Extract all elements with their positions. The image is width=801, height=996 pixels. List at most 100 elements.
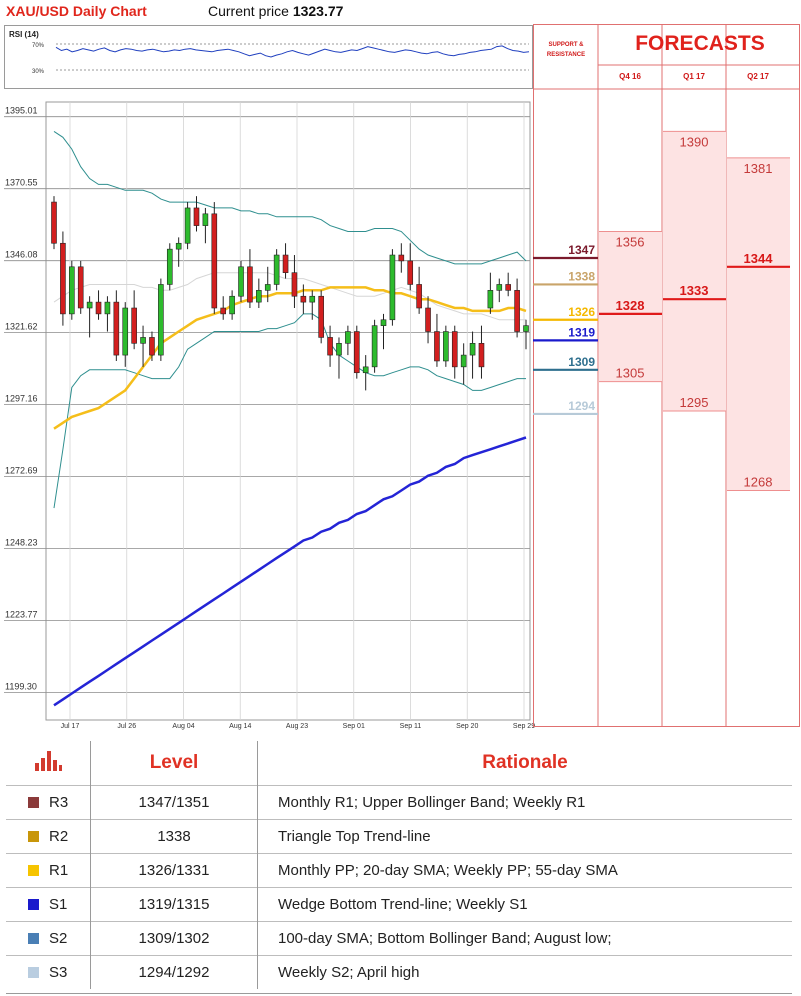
candle-body [60, 242, 66, 315]
level-label-cell: S3 [6, 955, 91, 989]
x-tick-label: Aug 14 [229, 723, 251, 730]
forecast-range-box [599, 231, 662, 382]
candle-body [149, 337, 155, 356]
candle-body [291, 272, 298, 297]
forecast-low-value: 1295 [680, 395, 709, 410]
current-price-value: 1323.77 [292, 3, 344, 19]
level-rationale: Weekly S2; April high [257, 955, 792, 989]
candle-body [77, 266, 84, 309]
candle-body [140, 337, 146, 344]
x-tick-label: Sep 29 [513, 723, 535, 730]
candle-body [184, 207, 191, 244]
level-label-cell: R1 [6, 853, 91, 888]
forecast-range-box [727, 157, 790, 491]
x-tick-label: Sep 20 [456, 723, 478, 730]
candle-body [95, 301, 102, 315]
level-label: R2 [49, 828, 69, 845]
sr-level-value: 1294 [568, 399, 595, 413]
forecast-frame [533, 24, 800, 727]
candle-body [451, 331, 458, 368]
level-value: 1326/1331 [90, 853, 258, 888]
candle-body [193, 207, 200, 226]
y-tick-label: 1321.62 [5, 322, 38, 332]
candle-body [523, 325, 529, 332]
candle-body [487, 290, 494, 309]
price-chart: 1395.01 1370.55 1346.08 1321.62 1297.16 1272.… [4, 101, 535, 730]
forecast-mid-value: 1328 [616, 298, 645, 313]
rsi-label: RSI (14) [9, 30, 39, 39]
candle-body [69, 266, 75, 315]
table-row: R3 1347/1351 Monthly R1; Upper Bollinger B… [6, 785, 792, 820]
table-row: S1 1319/1315 Wedge Bottom Trend-line; Week… [6, 887, 792, 922]
candle-body [371, 325, 378, 368]
level-value: 1338 [90, 819, 258, 854]
level-color-swatch [28, 865, 39, 876]
candle-body [238, 266, 244, 297]
candle-body [514, 290, 520, 332]
x-tick-label: Aug 04 [172, 723, 194, 730]
forecast-mid-value: 1344 [744, 251, 774, 266]
candle-body [336, 343, 342, 356]
bar-chart-icon [35, 751, 62, 771]
forecast-panel: 1347 1338 1326 1319 1309 1294 1356 1328 1305 1390… [533, 24, 800, 727]
candle-body [273, 254, 280, 285]
table-row: S2 1309/1302 100-day SMA; Bottom Bollinger… [6, 921, 792, 956]
candle-body [398, 254, 405, 262]
y-tick-label: 1395.01 [5, 106, 38, 116]
level-color-swatch [28, 899, 39, 910]
table-header-level: Level [90, 741, 258, 786]
plot-area [45, 101, 531, 721]
candle-body [327, 337, 333, 356]
x-tick-label: Jul 17 [61, 723, 80, 730]
y-tick-label: 1223.77 [5, 610, 38, 620]
candle-body [175, 242, 182, 250]
candle-body [469, 343, 476, 356]
level-label-cell: S1 [6, 887, 91, 922]
level-color-swatch [28, 933, 39, 944]
candle-body [362, 366, 369, 374]
level-label: R3 [49, 794, 69, 811]
table-row: R2 1338 Triangle Top Trend-line [6, 819, 792, 854]
sr-level-value: 1309 [568, 355, 595, 369]
sr-level-value: 1319 [568, 325, 595, 339]
candle-body [211, 213, 218, 309]
table-bottom-rule [6, 993, 792, 994]
support-resistance-header: SUPPORT & RESISTANCE [546, 42, 586, 58]
candle-body [247, 266, 253, 303]
candle-body [380, 319, 387, 326]
candle-body [131, 307, 137, 344]
level-rationale: Wedge Bottom Trend-line; Weekly S1 [257, 887, 792, 922]
levels-table: Level Rationale R3 1347/1351 Monthly R1; U… [6, 741, 792, 989]
candle-body [345, 331, 351, 344]
x-tick-label: Sep 01 [343, 723, 365, 730]
quarter-label-q2-17: Q2 17 [747, 72, 769, 81]
sma-55-line [53, 286, 527, 430]
level-label: S2 [49, 930, 68, 947]
rsi-line [55, 45, 530, 58]
chart-title: XAU/USD Daily Chart [6, 3, 147, 19]
candle-body [407, 260, 414, 285]
y-tick-label: 1346.08 [5, 250, 38, 260]
candle-body [505, 284, 511, 291]
sr-level-value: 1326 [568, 305, 595, 319]
table-row: S3 1294/1292 Weekly S2; April high [6, 955, 792, 989]
y-tick-label: 1297.16 [5, 394, 38, 404]
level-label-cell: S2 [6, 921, 91, 956]
candle-body [282, 254, 289, 273]
forecast-high-value: 1381 [744, 161, 773, 176]
sr-level-value: 1347 [568, 243, 595, 257]
table-header-row: Level Rationale [6, 741, 792, 786]
quarter-label-q4-16: Q4 16 [619, 72, 641, 81]
quarter-label-q1-17: Q1 17 [683, 72, 705, 81]
candle-body [318, 295, 324, 338]
level-rationale: Monthly PP; 20-day SMA; Weekly PP; 55-da… [257, 853, 792, 888]
candle-body [229, 295, 235, 315]
candle-body [478, 343, 485, 368]
x-tick-label: Sep 11 [400, 723, 422, 730]
forecast-mid-value: 1333 [680, 283, 709, 298]
level-value: 1319/1315 [90, 887, 258, 922]
candle-body [460, 354, 467, 368]
current-price-label: Current price [208, 3, 289, 19]
candle-body [202, 213, 209, 226]
rsi-30-label: 30% [32, 69, 45, 75]
